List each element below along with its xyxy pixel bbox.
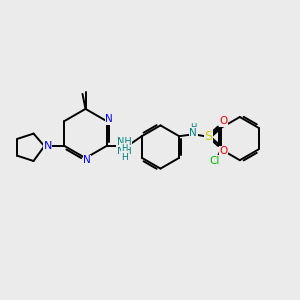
Text: NH: NH bbox=[117, 137, 132, 147]
Text: H: H bbox=[121, 144, 128, 153]
Text: N: N bbox=[44, 141, 52, 151]
Text: H: H bbox=[121, 153, 128, 162]
Text: NH: NH bbox=[117, 146, 132, 156]
Text: O: O bbox=[219, 146, 227, 156]
Text: Cl: Cl bbox=[209, 156, 220, 166]
Text: N: N bbox=[189, 128, 197, 138]
Text: H: H bbox=[190, 123, 196, 132]
Text: S: S bbox=[204, 130, 212, 143]
Text: N: N bbox=[83, 155, 91, 165]
Text: N: N bbox=[105, 114, 113, 124]
Text: O: O bbox=[219, 116, 227, 126]
